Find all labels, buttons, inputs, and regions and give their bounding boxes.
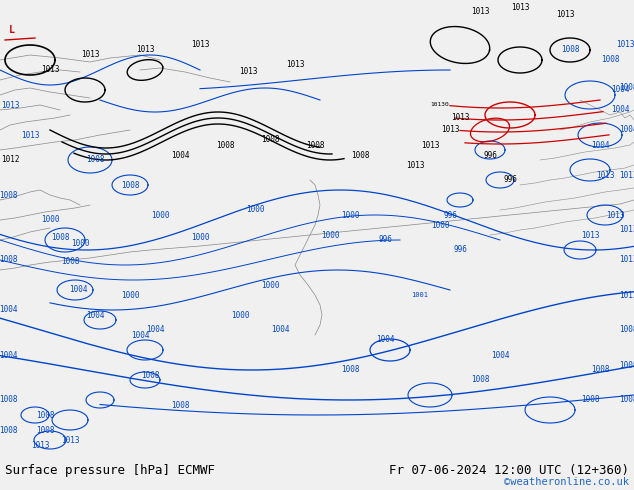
Text: 1008: 1008 <box>141 370 159 379</box>
Text: 1000: 1000 <box>231 311 249 319</box>
Text: 1008: 1008 <box>619 325 634 335</box>
Text: 1013: 1013 <box>451 114 469 122</box>
Text: 1013: 1013 <box>619 255 634 265</box>
Text: 1013: 1013 <box>21 130 39 140</box>
Text: 1000: 1000 <box>321 230 339 240</box>
Text: 1013: 1013 <box>31 441 49 449</box>
Text: 1004: 1004 <box>376 336 394 344</box>
Text: 1008: 1008 <box>120 180 139 190</box>
Text: 1008: 1008 <box>0 255 17 265</box>
Text: 1008: 1008 <box>171 400 190 410</box>
Text: 1013: 1013 <box>1 100 19 109</box>
Text: 1013: 1013 <box>239 68 257 76</box>
Text: 1008: 1008 <box>306 141 324 149</box>
Text: 1008: 1008 <box>619 395 634 405</box>
Text: 1008: 1008 <box>61 258 79 267</box>
Text: 1004: 1004 <box>0 305 17 315</box>
Text: 1008: 1008 <box>36 411 55 419</box>
Text: 1004: 1004 <box>131 330 149 340</box>
Text: 1013: 1013 <box>421 141 439 149</box>
Text: 1004: 1004 <box>86 311 104 319</box>
Text: 1004: 1004 <box>611 85 630 95</box>
Text: 1013: 1013 <box>596 171 614 179</box>
Text: 1013: 1013 <box>471 7 489 17</box>
Text: 996: 996 <box>453 245 467 254</box>
Text: 996: 996 <box>378 236 392 245</box>
Text: 1008: 1008 <box>581 395 599 405</box>
Text: 1012: 1012 <box>1 155 19 165</box>
Text: 1008: 1008 <box>591 366 609 374</box>
Text: 1013: 1013 <box>191 41 209 49</box>
Text: 1008: 1008 <box>471 375 489 385</box>
Text: Fr 07-06-2024 12:00 UTC (12+360): Fr 07-06-2024 12:00 UTC (12+360) <box>389 464 629 477</box>
Text: 996: 996 <box>483 150 497 160</box>
Text: L: L <box>9 25 15 35</box>
Text: 1013: 1013 <box>605 211 624 220</box>
Text: 1008: 1008 <box>619 83 634 93</box>
Text: 1000: 1000 <box>71 239 89 247</box>
Text: 1013: 1013 <box>406 161 424 170</box>
Text: 1000: 1000 <box>340 211 359 220</box>
Text: 1013: 1013 <box>556 10 574 20</box>
Text: 1008: 1008 <box>261 136 279 145</box>
Text: 1008: 1008 <box>0 191 17 199</box>
Text: 1008: 1008 <box>0 395 17 405</box>
Text: 1013: 1013 <box>616 41 634 49</box>
Text: 1000: 1000 <box>430 220 450 229</box>
Text: 1008: 1008 <box>351 150 369 160</box>
Text: ©weatheronline.co.uk: ©weatheronline.co.uk <box>504 477 629 487</box>
Text: 1013: 1013 <box>619 225 634 235</box>
Text: 1008: 1008 <box>86 155 104 165</box>
Text: 1008: 1008 <box>601 55 619 65</box>
Text: 1004: 1004 <box>68 286 87 294</box>
Text: 1013: 1013 <box>286 60 304 70</box>
Text: 1000: 1000 <box>191 234 209 243</box>
Text: 1000: 1000 <box>246 205 264 215</box>
Text: 1013: 1013 <box>81 50 100 59</box>
Text: 1004: 1004 <box>591 141 609 149</box>
Text: Surface pressure [hPa] ECMWF: Surface pressure [hPa] ECMWF <box>5 464 215 477</box>
Text: 996: 996 <box>443 211 457 220</box>
Text: 1004: 1004 <box>491 350 509 360</box>
Text: 1008: 1008 <box>340 366 359 374</box>
Text: 1013: 1013 <box>441 125 459 134</box>
Text: 1008: 1008 <box>560 46 579 54</box>
Text: 996: 996 <box>503 175 517 185</box>
Text: 1004: 1004 <box>171 150 190 160</box>
Text: 1008: 1008 <box>51 234 69 243</box>
Text: 1013: 1013 <box>511 3 529 13</box>
Text: 1008: 1008 <box>0 425 17 435</box>
Text: 1004: 1004 <box>271 325 289 335</box>
Text: 1013: 1013 <box>619 291 634 299</box>
Text: 1004: 1004 <box>619 125 634 134</box>
Text: 1013: 1013 <box>136 46 154 54</box>
Text: 1000: 1000 <box>151 211 169 220</box>
Text: 1013: 1013 <box>41 66 59 74</box>
Text: 1004: 1004 <box>146 325 164 335</box>
Text: 1001: 1001 <box>411 292 429 298</box>
Text: 1013: 1013 <box>581 230 599 240</box>
Text: 10130: 10130 <box>430 102 450 107</box>
Text: 1004: 1004 <box>0 350 17 360</box>
Text: 1008: 1008 <box>36 425 55 435</box>
Text: 1008: 1008 <box>619 361 634 369</box>
Text: 1013: 1013 <box>61 436 79 444</box>
Text: 1013: 1013 <box>619 171 634 179</box>
Text: 1000: 1000 <box>261 280 279 290</box>
Text: 1008: 1008 <box>216 141 234 149</box>
Text: 1000: 1000 <box>120 292 139 300</box>
Text: 1004: 1004 <box>611 105 630 115</box>
Text: 1000: 1000 <box>41 216 59 224</box>
